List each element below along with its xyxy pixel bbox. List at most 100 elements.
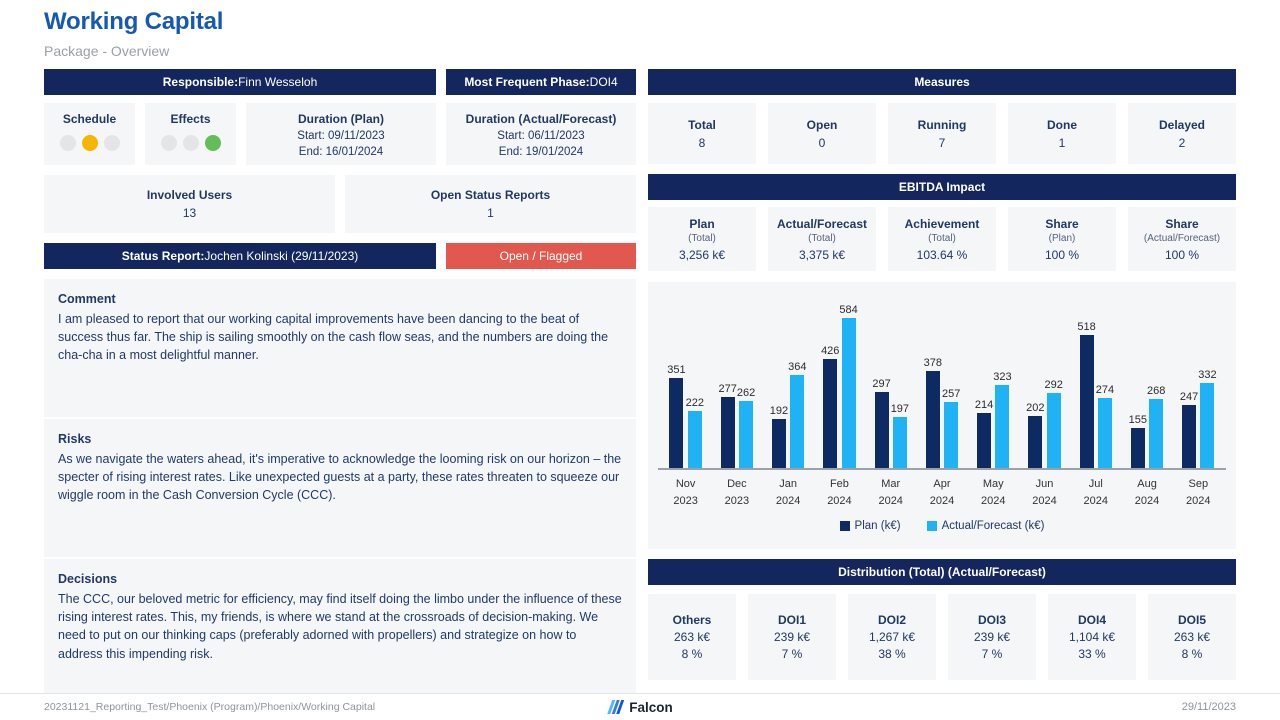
- bar-group: 426 584: [814, 304, 865, 468]
- schedule-light-1-icon: [59, 135, 76, 151]
- responsible-label: Responsible:: [162, 75, 239, 89]
- schedule-card: Schedule: [44, 103, 135, 165]
- bar-group: 214 323: [968, 371, 1019, 468]
- ebitda-label: Share: [1045, 216, 1079, 231]
- risks-title: Risks: [58, 432, 92, 446]
- measure-card-delayed: Delayed 2: [1128, 103, 1236, 164]
- bar-value-label: 297: [872, 378, 891, 390]
- x-axis-label: Sep 2024: [1186, 478, 1211, 508]
- actual-forecast-bar: [1097, 398, 1112, 468]
- x-axis-label: Jan 2024: [775, 478, 801, 508]
- ebitda-card-actual: Actual/Forecast (Total) 3,375 k€: [768, 207, 876, 271]
- measures-header: Measures: [914, 75, 970, 89]
- bar-value-label: 268: [1147, 385, 1166, 397]
- measures-header-bar: Measures: [648, 69, 1236, 95]
- schedule-light-3-icon: [103, 135, 120, 151]
- bar-value-label: 155: [1128, 414, 1148, 426]
- bar-value-label: 222: [685, 397, 704, 409]
- distribution-card-others: Others 263 k€ 8 %: [648, 594, 736, 680]
- distribution-value: 239 k€: [973, 630, 1011, 644]
- falcon-logo-icon: [607, 700, 625, 714]
- distribution-label: DOI1: [777, 613, 806, 627]
- decisions-box: Decisions The CCC, our beloved metric fo…: [44, 559, 636, 697]
- bar-value-label: 247: [1179, 391, 1199, 403]
- measure-card-total: Total 8: [648, 103, 756, 164]
- ebitda-value: 3,256 k€: [678, 247, 726, 262]
- ebitda-cards: Plan (Total) 3,256 k€ Actual/Forecast (T…: [648, 207, 1236, 271]
- bar-value-label: 518: [1077, 321, 1096, 333]
- actual-forecast-bar: [1200, 383, 1215, 468]
- distribution-card-doi5: DOI5 263 k€ 8 %: [1148, 594, 1236, 680]
- duration-plan-card: Duration (Plan) Start: 09/11/2023 End: 1…: [246, 103, 436, 165]
- comment-text: I am pleased to report that our working …: [58, 312, 609, 363]
- risks-box: Risks As we navigate the waters ahead, i…: [44, 419, 636, 557]
- ebitda-card-plan: Plan (Total) 3,256 k€: [648, 207, 756, 271]
- bar-group: 518 274: [1070, 321, 1121, 468]
- ebitda-sublabel: (Plan): [1048, 232, 1076, 244]
- users-reports-row: Involved Users 13 Open Status Reports 1: [44, 175, 636, 233]
- bar-column: 292: [1044, 379, 1063, 468]
- bar-value-label: 378: [923, 357, 942, 369]
- plan-bar: [1079, 335, 1094, 468]
- distribution-label: DOI5: [1177, 613, 1206, 627]
- involved-users-label: Involved Users: [146, 188, 233, 202]
- breadcrumb: 20231121_Reporting_Test/Phoenix (Program…: [44, 701, 376, 713]
- chart-legend: Plan (k€) Actual/Forecast (k€): [658, 520, 1226, 532]
- ebitda-header: EBITDA Impact: [898, 180, 986, 194]
- bar-value-label: 214: [974, 399, 994, 411]
- main-content: Responsible: Finn Wesseloh Most Frequent…: [0, 59, 1280, 697]
- measure-value: 2: [1178, 135, 1186, 150]
- risks-text: As we navigate the waters ahead, it's im…: [58, 452, 622, 503]
- status-badge[interactable]: Open / Flagged: [446, 243, 636, 269]
- ebitda-card-share-plan: Share (Plan) 100 %: [1008, 207, 1116, 271]
- bar-group: 277 262: [711, 383, 762, 468]
- bar-value-label: 197: [890, 403, 910, 415]
- measure-label: Open: [806, 117, 838, 132]
- chart-x-axis-labels: Nov 2023 Dec 2023 Jan 2024 Feb 2024 Mar 2024 Apr 20…: [658, 476, 1226, 510]
- distribution-label: DOI4: [1077, 613, 1106, 627]
- bar-group: 378 257: [916, 357, 967, 468]
- right-column: Measures Total 8 Open 0 Running 7 Done 1: [648, 69, 1236, 697]
- measure-card-done: Done 1: [1008, 103, 1116, 164]
- distribution-value: 263 k€: [673, 630, 711, 644]
- x-axis-label: Nov 2023: [673, 478, 698, 508]
- frequent-phase-value: DOI4: [589, 75, 618, 89]
- actual-forecast-bar: [687, 411, 702, 468]
- brand-name: Falcon: [629, 699, 673, 715]
- measures-cards: Total 8 Open 0 Running 7 Done 1 Delayed: [648, 103, 1236, 164]
- open-status-reports-card: Open Status Reports 1: [345, 175, 636, 233]
- x-axis-label: Mar 2024: [878, 478, 903, 508]
- distribution-share: 38 %: [878, 647, 906, 661]
- ebitda-sublabel: (Actual/Forecast): [1143, 232, 1221, 244]
- distribution-cards: Others 263 k€ 8 % DOI1 239 k€ 7 % DOI2 1…: [648, 594, 1236, 680]
- bar-column: 364: [788, 361, 807, 468]
- ebitda-value: 100 %: [1164, 247, 1200, 262]
- plan-bar: [874, 392, 889, 468]
- actual-forecast-bar: [1149, 399, 1164, 468]
- bar-column: 297: [872, 378, 891, 468]
- bar-column: 332: [1198, 369, 1217, 468]
- distribution-header: Distribution (Total) (Actual/Forecast): [838, 565, 1046, 579]
- distribution-card-doi1: DOI1 239 k€ 7 %: [748, 594, 836, 680]
- bar-column: 584: [839, 304, 858, 468]
- x-axis-label: Jun 2024: [1032, 478, 1057, 508]
- legend-item-plan: Plan (k€): [839, 520, 901, 532]
- comment-title: Comment: [58, 292, 116, 306]
- distribution-value: 239 k€: [773, 630, 811, 644]
- bar-column: 222: [686, 397, 704, 468]
- responsible-value: Finn Wesseloh: [238, 75, 318, 89]
- distribution-header-bar: Distribution (Total) (Actual/Forecast): [648, 559, 1236, 585]
- bar-group: 247 332: [1173, 369, 1224, 468]
- bar-value-label: 426: [821, 345, 840, 357]
- effects-label: Effects: [170, 112, 211, 126]
- ebitda-card-achievement: Achievement (Total) 103.64 %: [888, 207, 996, 271]
- ebitda-label: Actual/Forecast: [776, 216, 868, 231]
- status-report-bar: Status Report: Jochen Kolinski (29/11/20…: [44, 243, 436, 269]
- actual-forecast-bar: [944, 402, 959, 468]
- bar-value-label: 584: [839, 304, 858, 316]
- decisions-title: Decisions: [58, 572, 118, 586]
- responsible-bar: Responsible: Finn Wesseloh: [44, 69, 436, 95]
- bar-column: 426: [821, 345, 839, 468]
- ebitda-label: Plan: [689, 216, 715, 231]
